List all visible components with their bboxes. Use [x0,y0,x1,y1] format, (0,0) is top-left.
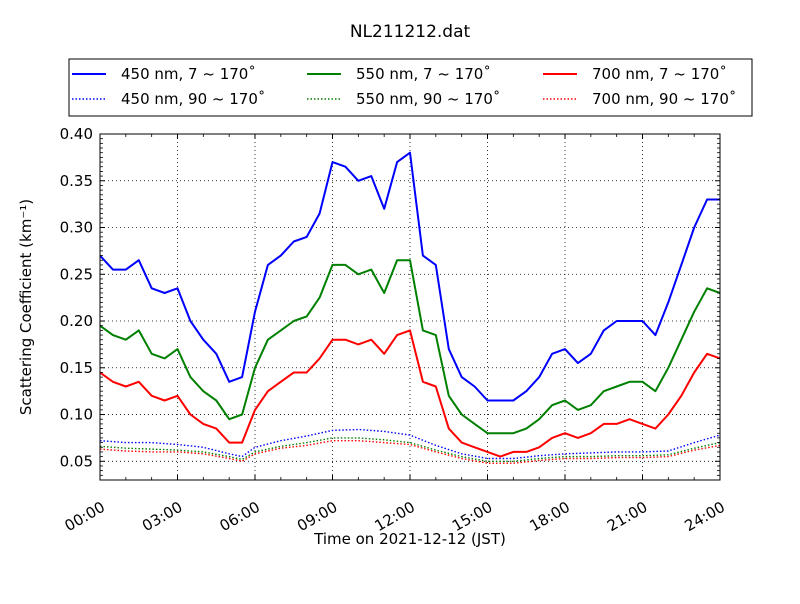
x-tick-label: 03:00 [139,498,185,535]
y-tick-label: 0.30 [60,219,93,237]
x-tick-label: 24:00 [682,498,728,535]
series-line [99,329,721,458]
y-tick-label: 0.15 [60,359,93,377]
y-tick-label: 0.10 [60,406,93,424]
legend-label: 550 nm, 90 ~ 170˚ [356,90,500,108]
y-tick-label: 0.05 [60,452,93,470]
series-line [99,440,721,464]
y-tick-label: 0.25 [60,265,93,283]
series-line [99,437,721,462]
x-axis: 00:00 03:00 06:00 09:00 12:00 15:00 18:00 21:00… [62,134,728,535]
legend-label: 450 nm, 90 ~ 170˚ [121,90,265,108]
legend-label: 550 nm, 7 ~ 170˚ [356,65,491,83]
series-line [99,259,721,435]
legend-box [68,58,753,117]
legend: 450 nm, 7 ~ 170˚ 550 nm, 7 ~ 170˚ 700 nm, … [68,58,753,117]
x-axis-label: Time on 2021-12-12 (JST) [313,530,506,548]
y-tick-label: 0.20 [60,312,93,330]
series-layer [99,151,721,464]
legend-label: 700 nm, 7 ~ 170˚ [592,65,727,83]
x-tick-label: 00:00 [62,498,108,535]
series-line [99,151,720,402]
y-tick-label: 0.35 [60,172,93,190]
x-tick-label: 21:00 [604,498,650,535]
series-line [99,428,721,460]
y-axis: 0.05 0.10 0.15 0.20 0.25 0.30 0.35 0.40 [60,125,720,476]
x-tick-label: 18:00 [527,498,573,535]
y-tick-label: 0.40 [60,125,93,143]
chart-title: NL211212.dat [350,22,471,42]
legend-label: 700 nm, 90 ~ 170˚ [592,90,736,108]
y-axis-label: Scattering Coefficient (km⁻¹) [17,199,35,415]
legend-label: 450 nm, 7 ~ 170˚ [121,65,256,83]
grid [100,134,720,480]
x-tick-label: 06:00 [217,498,263,535]
